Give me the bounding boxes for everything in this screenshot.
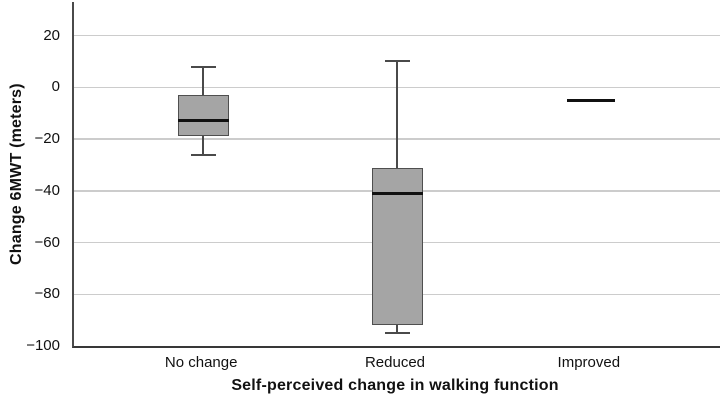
y-tick-label: −100	[26, 337, 60, 354]
x-axis-title: Self-perceived change in walking functio…	[231, 377, 559, 394]
median-line	[566, 98, 615, 102]
plot-area	[72, 2, 720, 348]
gridline	[74, 34, 720, 37]
x-category-label: Improved	[557, 354, 621, 371]
x-category-label: No change	[164, 354, 238, 371]
y-tick-label: 20	[43, 26, 60, 44]
y-tick-label: −20	[34, 130, 60, 148]
y-tick-label: 0	[51, 78, 60, 96]
whisker-cap-min	[384, 332, 410, 335]
whisker-cap-max	[190, 65, 216, 68]
whisker-cap-max	[384, 60, 410, 63]
x-category-label: Reduced	[364, 354, 426, 371]
whisker-cap-min	[190, 153, 216, 156]
y-tick-label: −80	[34, 285, 60, 303]
box-iqr	[177, 95, 229, 137]
y-tick-label: −60	[34, 233, 60, 251]
median-line	[177, 119, 229, 123]
y-tick-label: −40	[34, 181, 60, 199]
median-line	[371, 191, 423, 195]
